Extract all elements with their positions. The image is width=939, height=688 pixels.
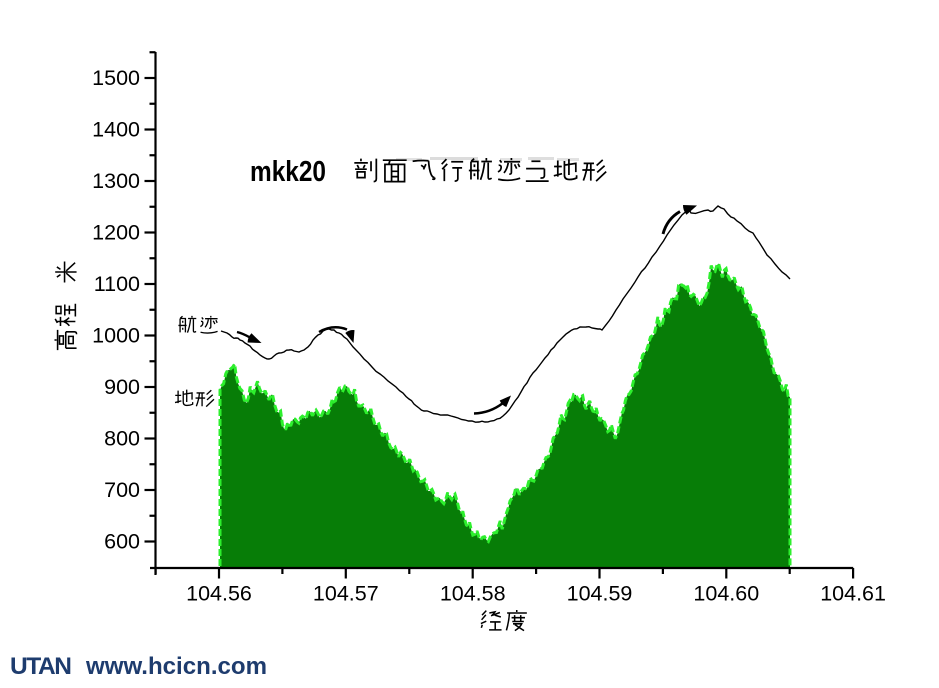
svg-text:700: 700 [104,478,140,502]
svg-text:1200: 1200 [92,221,140,245]
svg-text:800: 800 [104,427,140,451]
svg-text:104.59: 104.59 [567,582,633,606]
svg-text:104.60: 104.60 [693,582,759,606]
svg-text:UTAN: UTAN [10,653,72,680]
svg-text:104.61: 104.61 [820,582,886,606]
svg-text:600: 600 [104,530,140,554]
svg-text:www.hcicn.com: www.hcicn.com [85,653,267,680]
svg-text:1300: 1300 [92,169,140,193]
svg-text:900: 900 [104,375,140,399]
svg-text:1000: 1000 [92,324,140,348]
svg-text:mkk20: mkk20 [250,156,326,188]
svg-text:104.56: 104.56 [186,582,252,606]
svg-text:104.57: 104.57 [313,582,379,606]
svg-text:1500: 1500 [92,66,140,90]
svg-text:1400: 1400 [92,118,140,142]
svg-text:104.58: 104.58 [440,582,506,606]
svg-text:1100: 1100 [94,272,140,296]
